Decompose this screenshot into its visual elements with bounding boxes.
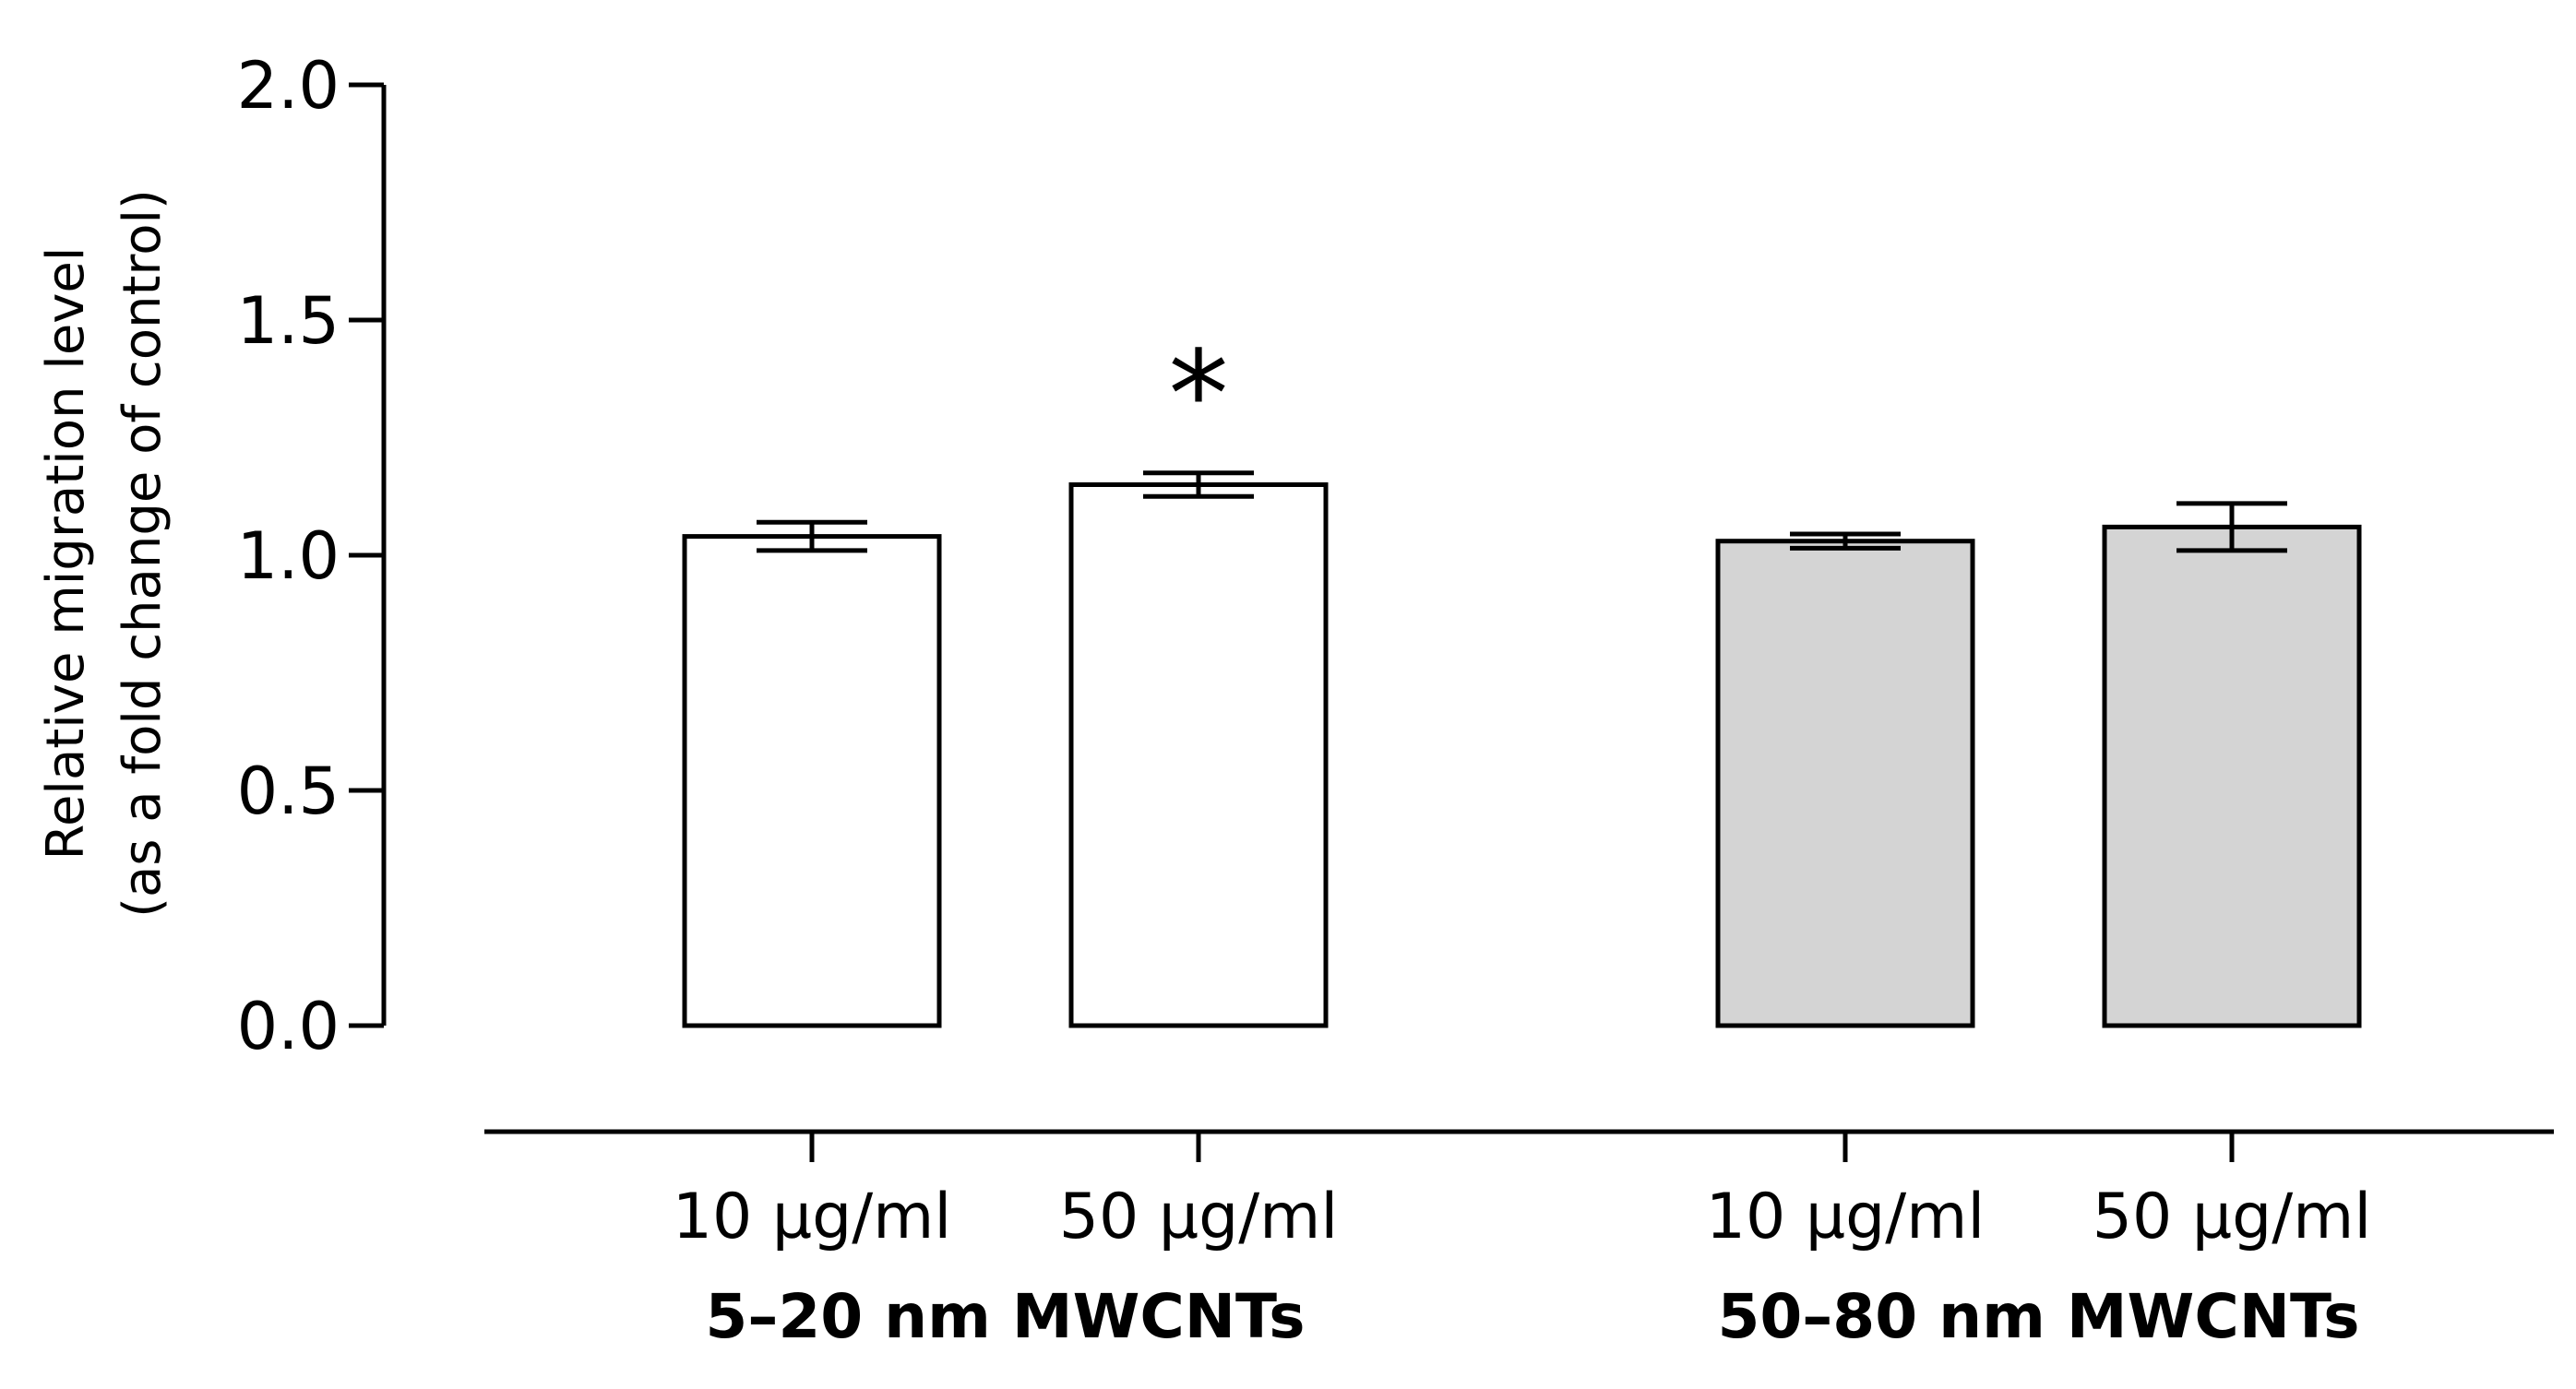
bar (682, 534, 942, 1028)
y-axis-title-line-1: Relative migration level (36, 247, 96, 861)
x-tick-label: 50 µg/ml (1059, 1181, 1339, 1253)
group-label: 50–80 nm MWCNTs (1717, 1281, 2359, 1352)
y-axis-title-line-2: (as a fold change of control) (113, 189, 173, 918)
y-axis: 0.0 0.5 1.0 1.5 2.0 (237, 48, 387, 1064)
x-tick-label: 10 µg/ml (1706, 1181, 1986, 1253)
y-tick-label: 0.0 (237, 989, 340, 1064)
x-axis: 10 µg/ml 50 µg/ml 10 µg/ml 50 µg/ml 5–20 nm … (484, 1129, 2554, 1352)
y-tick-label: 1.5 (237, 283, 340, 359)
y-tick-label: 0.5 (237, 754, 340, 829)
group-label: 5–20 nm MWCNTs (705, 1281, 1305, 1352)
y-axis-title: Relative migration level (as a fold chan… (36, 189, 173, 918)
y-tick-label: 1.0 (237, 518, 340, 594)
y-tick-label: 2.0 (237, 48, 340, 124)
bar (1715, 539, 1975, 1028)
significance-asterisk: * (1169, 325, 1229, 465)
x-tick-label: 50 µg/ml (2093, 1181, 2372, 1253)
x-tick-label: 10 µg/ml (673, 1181, 952, 1253)
bar (1068, 482, 1329, 1028)
bar (2102, 524, 2362, 1028)
bars: * (682, 325, 2362, 1028)
